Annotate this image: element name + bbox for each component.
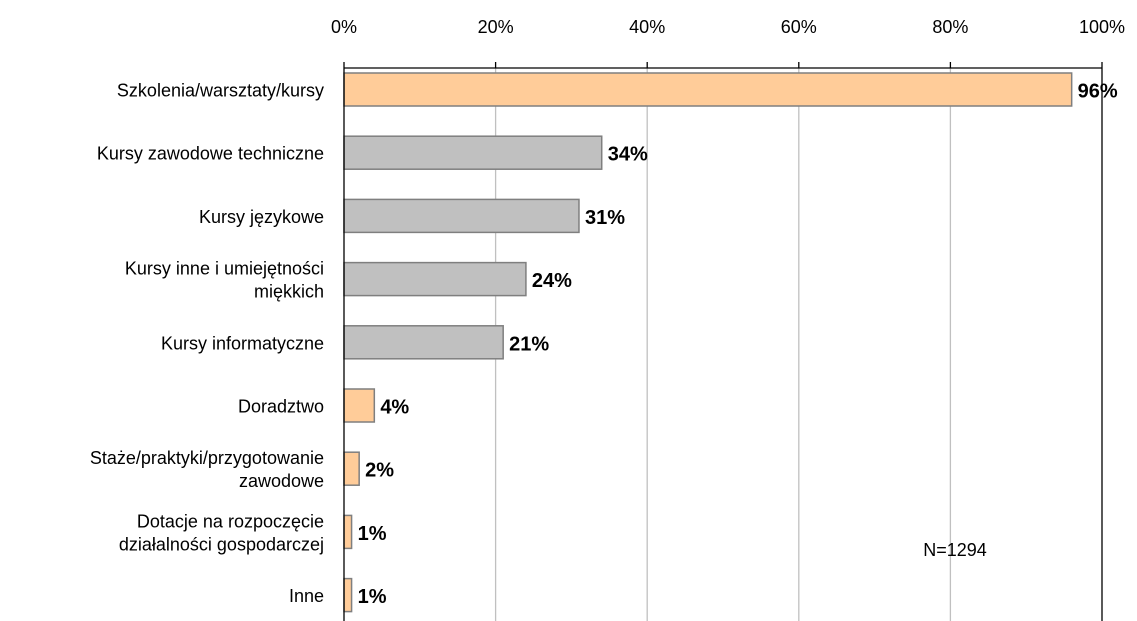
category-label-line: Dotacje na rozpoczęcie [137, 511, 324, 531]
bar-2 [343, 135, 603, 170]
bar-4 [343, 261, 527, 297]
category-label-6: Doradztwo [238, 397, 324, 417]
x-tick-label-20: 20% [478, 17, 514, 37]
bar-8 [343, 514, 353, 550]
category-label-5: Kursy informatyczne [161, 333, 324, 353]
data-label-8: 1% [358, 523, 387, 545]
data-labels: 96% 34% 31% 24% 21% 4% 2% 1% 1% [358, 81, 1118, 609]
category-label-9: Inne [289, 586, 324, 606]
x-tick-labels: 0% 20% 40% 60% 80% 100% [331, 17, 1125, 37]
data-label-5: 21% [509, 333, 549, 355]
x-tick-label-0: 0% [331, 17, 357, 37]
axes [343, 62, 1103, 621]
bar-5 [343, 325, 504, 360]
category-label-line: zawodowe [239, 471, 324, 491]
category-label-line: Kursy informatyczne [161, 333, 324, 353]
bar-7 [343, 451, 360, 486]
category-label-line: Kursy zawodowe techniczne [97, 144, 324, 164]
data-label-1: 96% [1078, 81, 1118, 103]
category-label-3: Kursy językowe [199, 207, 324, 227]
x-tick-label-40: 40% [629, 17, 665, 37]
x-tick-label-100: 100% [1079, 17, 1125, 37]
category-label-8: Dotacje na rozpoczęcie działalności gospo… [119, 511, 324, 554]
data-label-7: 2% [365, 460, 394, 482]
bar-6 [343, 388, 376, 423]
category-label-line: Szkolenia/warsztaty/kursy [117, 81, 324, 101]
category-label-2: Kursy zawodowe techniczne [97, 144, 324, 164]
category-label-line: działalności gospodarczej [119, 534, 324, 554]
category-label-line: Kursy inne i umiejętności [125, 259, 324, 279]
x-tick-label-60: 60% [781, 17, 817, 37]
sample-size-note: N=1294 [923, 540, 987, 560]
category-label-1: Szkolenia/warsztaty/kursy [117, 81, 324, 101]
x-tick-label-80: 80% [932, 17, 968, 37]
bar-9 [343, 577, 353, 613]
bar-3 [343, 198, 580, 234]
data-label-6: 4% [380, 397, 409, 419]
data-label-9: 1% [358, 586, 387, 608]
category-label-line: Inne [289, 586, 324, 606]
data-label-3: 31% [585, 207, 625, 229]
category-label-4: Kursy inne i umiejętności miękkich [125, 259, 324, 302]
category-label-line: Staże/praktyki/przygotowanie [90, 448, 324, 468]
bar-1 [343, 72, 1073, 107]
data-label-4: 24% [532, 270, 572, 292]
category-label-line: Kursy językowe [199, 207, 324, 227]
category-label-line: Doradztwo [238, 397, 324, 417]
data-label-2: 34% [608, 144, 648, 166]
category-labels: Szkolenia/warsztaty/kursy Kursy zawodowe … [90, 81, 324, 607]
category-label-line: miękkich [254, 282, 324, 302]
category-label-7: Staże/praktyki/przygotowanie zawodowe [90, 448, 324, 491]
bars [343, 72, 1073, 613]
